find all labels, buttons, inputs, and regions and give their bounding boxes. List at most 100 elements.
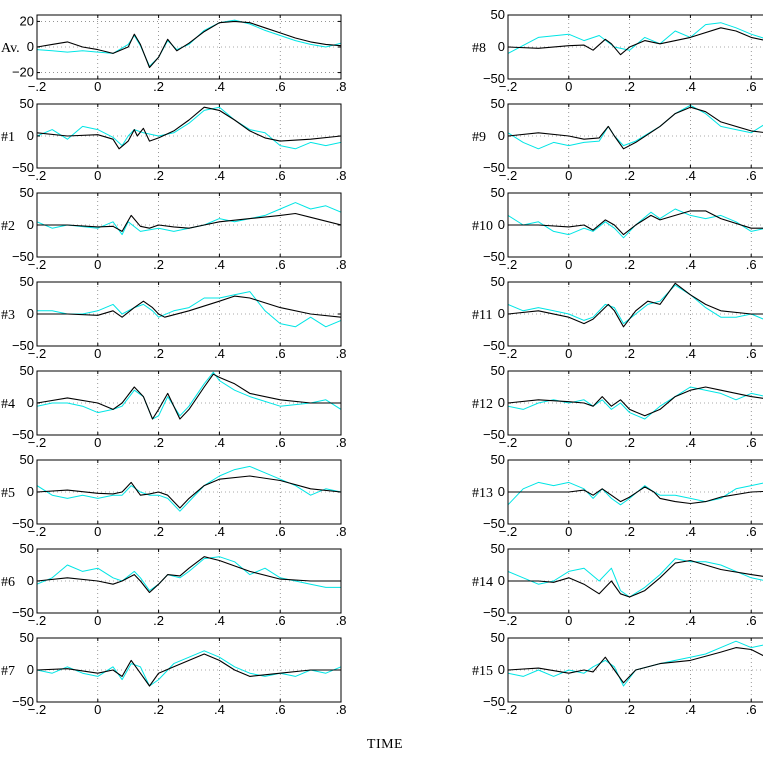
x-tick-label: .8 bbox=[336, 702, 347, 717]
y-tick-label: 0 bbox=[27, 573, 34, 588]
y-tick-label: −50 bbox=[483, 516, 505, 531]
x-tick-label: .6 bbox=[275, 702, 286, 717]
panel-label: #13 bbox=[472, 486, 493, 501]
x-tick-label: −.2 bbox=[499, 613, 517, 628]
x-tick-label: .8 bbox=[336, 435, 347, 450]
series-average-line bbox=[37, 20, 341, 69]
y-tick-label: −50 bbox=[483, 338, 505, 353]
x-tick-label: .4 bbox=[685, 168, 696, 183]
y-tick-label: 0 bbox=[27, 39, 34, 54]
x-tick-label: .4 bbox=[685, 346, 696, 361]
x-tick-label: 0 bbox=[94, 79, 101, 94]
x-tick-label: .6 bbox=[275, 79, 286, 94]
x-tick-label: .6 bbox=[746, 702, 757, 717]
x-tick-label: .4 bbox=[214, 79, 225, 94]
series-average-line bbox=[508, 27, 763, 56]
y-tick-label: 50 bbox=[491, 185, 505, 200]
series-average-line bbox=[508, 559, 763, 598]
x-tick-label: .2 bbox=[624, 702, 635, 717]
panel-label: #2 bbox=[1, 219, 15, 234]
series-trial-line bbox=[508, 104, 763, 150]
y-tick-label: 0 bbox=[498, 573, 505, 588]
x-tick-label: .6 bbox=[275, 435, 286, 450]
x-tick-label: .6 bbox=[746, 168, 757, 183]
x-tick-label: .4 bbox=[685, 435, 696, 450]
x-tick-label: .4 bbox=[214, 346, 225, 361]
y-tick-label: 0 bbox=[27, 306, 34, 321]
series-trial-line bbox=[508, 22, 763, 54]
y-tick-label: 50 bbox=[491, 541, 505, 556]
series-trial-line bbox=[37, 556, 341, 592]
panel-label: #5 bbox=[1, 486, 15, 501]
y-tick-label: 50 bbox=[491, 630, 505, 645]
panel-7: −.2 0 .2 .4 .6 .8 −50 0 50 #3 bbox=[1, 274, 346, 361]
x-tick-label: .2 bbox=[624, 79, 635, 94]
y-tick-label: 0 bbox=[27, 395, 34, 410]
panel-label: #11 bbox=[472, 308, 492, 323]
x-tick-label: .4 bbox=[685, 79, 696, 94]
series-average-line bbox=[37, 295, 341, 318]
x-tick-label: .6 bbox=[746, 524, 757, 539]
y-tick-label: 50 bbox=[20, 96, 34, 111]
y-tick-label: 50 bbox=[20, 541, 34, 556]
x-tick-label: 0 bbox=[565, 613, 572, 628]
series-trial-line bbox=[37, 202, 341, 236]
x-tick-label: 0 bbox=[565, 79, 572, 94]
x-tick-label: .2 bbox=[624, 346, 635, 361]
y-tick-label: 0 bbox=[27, 217, 34, 232]
y-tick-label: 50 bbox=[20, 630, 34, 645]
y-tick-label: 50 bbox=[20, 452, 34, 467]
x-tick-label: 0 bbox=[565, 702, 572, 717]
series-trial-line bbox=[37, 650, 341, 687]
panel-13: −.2 0 .2 .4 .6 .8 −50 0 50 #6 bbox=[1, 541, 346, 628]
series-trial-line bbox=[508, 284, 763, 325]
x-tick-label: 0 bbox=[565, 524, 572, 539]
x-tick-label: −.2 bbox=[28, 346, 46, 361]
panel-label: #3 bbox=[1, 308, 15, 323]
series-average-line bbox=[508, 386, 763, 417]
y-tick-label: 0 bbox=[27, 662, 34, 677]
y-tick-label: 0 bbox=[27, 128, 34, 143]
x-tick-label: 0 bbox=[565, 168, 572, 183]
x-tick-label: −.2 bbox=[28, 79, 46, 94]
x-tick-label: .4 bbox=[685, 702, 696, 717]
x-tick-label: .4 bbox=[214, 168, 225, 183]
x-tick-label: −.2 bbox=[28, 613, 46, 628]
x-tick-label: 0 bbox=[94, 702, 101, 717]
x-tick-label: .2 bbox=[153, 257, 164, 272]
x-tick-label: .2 bbox=[624, 524, 635, 539]
series-average-line bbox=[37, 373, 341, 420]
series-average-line bbox=[508, 210, 763, 236]
panel-label: #12 bbox=[472, 397, 493, 412]
y-tick-label: 0 bbox=[27, 484, 34, 499]
x-tick-label: .8 bbox=[336, 79, 347, 94]
y-tick-label: 0 bbox=[498, 395, 505, 410]
y-tick-label: −50 bbox=[483, 427, 505, 442]
x-tick-label: .2 bbox=[153, 346, 164, 361]
series-average-line bbox=[37, 556, 341, 594]
y-tick-label: 0 bbox=[498, 306, 505, 321]
y-tick-label: 50 bbox=[491, 363, 505, 378]
x-tick-label: 0 bbox=[94, 524, 101, 539]
y-tick-label: −50 bbox=[483, 160, 505, 175]
series-trial-line bbox=[508, 640, 763, 687]
y-tick-label: 0 bbox=[498, 662, 505, 677]
panel-label: Av. bbox=[1, 41, 20, 56]
x-tick-label: −.2 bbox=[28, 524, 46, 539]
x-tick-label: −.2 bbox=[499, 435, 517, 450]
x-tick-label: 0 bbox=[94, 346, 101, 361]
y-tick-label: 0 bbox=[498, 217, 505, 232]
x-tick-label: 0 bbox=[94, 435, 101, 450]
x-tick-label: .4 bbox=[214, 435, 225, 450]
panel-label: #7 bbox=[1, 664, 15, 679]
panel-label: #6 bbox=[1, 575, 15, 590]
x-tick-label: 0 bbox=[94, 168, 101, 183]
x-tick-label: .6 bbox=[275, 613, 286, 628]
x-tick-label: −.2 bbox=[499, 79, 517, 94]
